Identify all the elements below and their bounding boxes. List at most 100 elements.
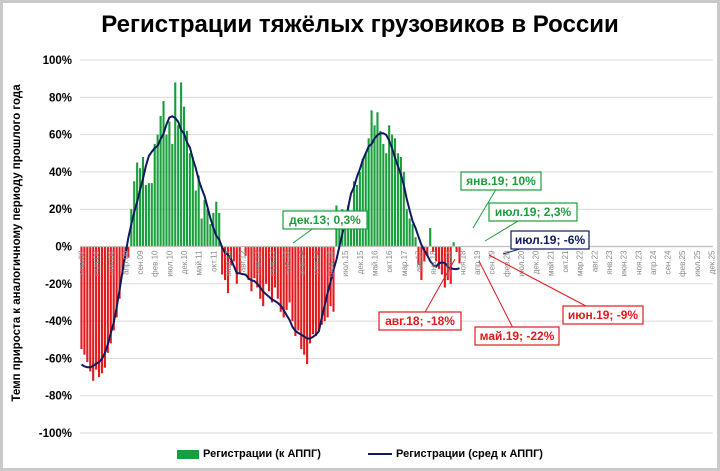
- legend: Регистрации (к АППГ) Регистрации (сред к…: [3, 448, 717, 460]
- average-line: [80, 115, 460, 369]
- bar-mark: [188, 153, 191, 247]
- bar-mark: [382, 143, 385, 247]
- annotation: июл.19; -6%: [502, 230, 590, 255]
- bar-mark: [338, 224, 341, 247]
- annotation-box: [474, 326, 560, 346]
- bar-mark: [218, 212, 221, 247]
- bar-mark: [168, 121, 171, 247]
- bar-mark: [177, 125, 180, 247]
- x-tick-label: окт.21: [561, 250, 570, 272]
- annotation: дек.13; 0,3%: [282, 210, 368, 244]
- bar-mark: [303, 246, 306, 355]
- y-tick-label: 40%: [49, 167, 72, 179]
- x-tick-label: сен.19: [488, 250, 497, 275]
- annotation-label: дек.13; 0,3%: [289, 213, 361, 227]
- bar-mark: [393, 138, 397, 247]
- bar-mark: [118, 246, 121, 299]
- x-tick-label: мар.17: [400, 250, 409, 276]
- bar-mark: [153, 143, 156, 247]
- x-tick-label: янв.18: [429, 250, 438, 275]
- x-tick-label: авг.12: [239, 250, 248, 272]
- bar-mark: [414, 237, 417, 247]
- bar-mark: [209, 224, 212, 247]
- bars-layer: [80, 82, 461, 381]
- annotation: янв.19; 10%: [460, 171, 542, 229]
- annotation-label: июн.19; -9%: [568, 308, 639, 322]
- bar-mark: [171, 143, 174, 247]
- annotation-box: [510, 230, 590, 250]
- annotation: июл.19; 2,3%: [484, 202, 578, 242]
- bar-mark: [174, 82, 177, 247]
- bar-mark: [191, 156, 194, 247]
- x-tick-label: фев.20: [502, 250, 511, 277]
- x-tick-label: апр.14: [297, 250, 306, 275]
- bar-mark: [358, 171, 361, 247]
- bar-mark: [411, 224, 414, 247]
- bar-mark: [276, 246, 279, 299]
- bar-mark: [399, 156, 402, 247]
- bar-mark: [326, 246, 329, 318]
- bar-mark: [180, 82, 183, 247]
- x-tick-label: сен.24: [664, 250, 673, 275]
- annotation-label: авг.18; -18%: [385, 314, 455, 328]
- y-tick-label: -80%: [45, 391, 72, 403]
- bar-mark: [288, 246, 291, 303]
- x-tick-label: май.11: [195, 250, 204, 275]
- x-tick-label: ноя.13: [283, 250, 292, 275]
- bar-mark: [147, 183, 150, 247]
- x-tick-label: июл.20: [517, 250, 526, 277]
- bar-mark: [244, 246, 247, 256]
- annotation-label: янв.19; 10%: [466, 174, 536, 188]
- bar-mark: [200, 218, 203, 247]
- bar-mark: [106, 246, 109, 353]
- bar-mark: [361, 158, 364, 247]
- x-tick-label: дек.10: [180, 250, 189, 274]
- bar-mark: [235, 246, 238, 284]
- bar-mark: [455, 246, 458, 253]
- annotation-box: [282, 210, 368, 230]
- y-tick-label: 20%: [49, 204, 72, 216]
- bar-mark: [385, 153, 388, 247]
- average-line-layer: [80, 115, 460, 369]
- x-tick-label: мар.22: [576, 250, 585, 276]
- annotation: авг.18; -18%: [378, 258, 462, 331]
- bar-mark: [297, 246, 300, 331]
- bar-mark: [232, 246, 235, 262]
- bar-mark: [282, 246, 285, 318]
- x-tick-label: июн.23: [620, 250, 629, 277]
- annotation-box: [460, 171, 542, 191]
- bar-mark: [300, 246, 303, 350]
- bar-mark: [197, 175, 200, 247]
- legend-label-line: Регистрации (сред к АППГ): [396, 448, 543, 461]
- bar-mark: [435, 246, 438, 262]
- bar-mark: [215, 201, 218, 247]
- bar-mark: [95, 246, 98, 370]
- bar-mark: [446, 246, 449, 281]
- legend-swatch-line: [368, 453, 393, 456]
- x-tick-label: дек.20: [532, 250, 541, 274]
- x-tick-label: ноя.08: [107, 250, 116, 275]
- bar-mark: [396, 153, 400, 247]
- x-tick-label: фев.10: [151, 250, 160, 277]
- bar-mark: [379, 130, 382, 247]
- bar-mark: [89, 246, 92, 372]
- bar-mark: [127, 246, 130, 258]
- x-tick-label: май.21: [546, 250, 555, 276]
- y-tick-label: -20%: [45, 279, 72, 291]
- bar-mark: [426, 246, 429, 256]
- bar-mark: [83, 246, 86, 355]
- bar-mark: [92, 246, 95, 381]
- annotation-leader: [419, 258, 456, 322]
- annotation-label: июл.19; 2,3%: [495, 205, 572, 219]
- grid-layer: [80, 59, 713, 434]
- x-tick-label: мар.12: [224, 250, 233, 276]
- bar-mark: [370, 110, 373, 247]
- bar-mark: [121, 246, 124, 275]
- legend-swatch-bars: [177, 449, 200, 459]
- y-tick-label: 100%: [43, 55, 72, 67]
- bar-mark: [103, 246, 106, 368]
- bar-mark: [112, 246, 115, 331]
- bar-mark: [221, 246, 224, 275]
- x-tick-label: ноя.18: [458, 250, 467, 275]
